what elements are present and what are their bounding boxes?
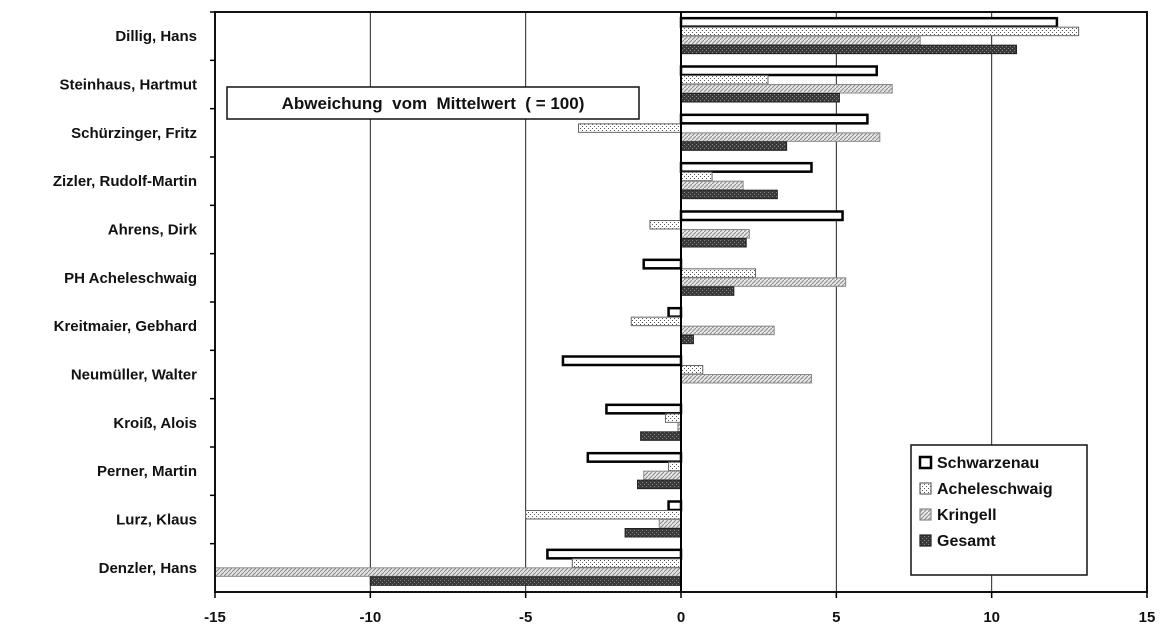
legend-swatch-acheleschwaig — [919, 482, 932, 495]
bar-schwarzenau-9 — [586, 451, 683, 463]
category-labels: Dillig, Hans Steinhaus, Hartmut Schürzinge… — [53, 28, 198, 577]
bar-gesamt-6 — [680, 334, 694, 345]
bar-kringell-10 — [658, 519, 682, 529]
legend-label-gesamt: Gesamt — [937, 533, 996, 550]
bar-kringell-1 — [680, 84, 893, 94]
x-tick-label-2: -5 — [519, 609, 532, 626]
legend-swatch-gesamt — [919, 534, 932, 547]
bar-schwarzenau-0 — [679, 16, 1059, 28]
annotation-text: Abweichung vom Mittelwert ( = 100) — [282, 94, 585, 113]
x-tick-label-6: 15 — [1139, 609, 1156, 626]
bar-gesamt-10 — [624, 528, 682, 538]
bar-gesamt-0 — [680, 44, 1018, 55]
x-tick-label-5: 10 — [983, 609, 1000, 626]
bar-acheleschwaig-2 — [577, 123, 682, 133]
bar-acheleschwaig-9 — [668, 461, 682, 472]
category-label-4: Ahrens, Dirk — [108, 222, 198, 239]
bar-schwarzenau-2 — [679, 113, 869, 125]
bar-schwarzenau-6 — [667, 306, 683, 318]
bar-kringell-9 — [643, 470, 682, 481]
bar-gesamt-4 — [680, 238, 747, 248]
category-label-11: Denzler, Hans — [99, 560, 197, 577]
category-label-6: Kreitmaier, Gebhard — [54, 318, 197, 335]
bar-schwarzenau-10 — [667, 500, 683, 512]
bar-schwarzenau-11 — [546, 548, 683, 560]
legend: Schwarzenau Acheleschwaig Kringell Gesamt — [910, 444, 1088, 576]
legend-swatch-kringell — [919, 508, 932, 521]
category-label-7: Neumüller, Walter — [71, 367, 197, 384]
bar-acheleschwaig-5 — [680, 268, 757, 278]
bar-kringell-3 — [680, 180, 744, 191]
bar-acheleschwaig-0 — [680, 26, 1080, 37]
category-label-1: Steinhaus, Hartmut — [59, 77, 197, 94]
bar-kringell-6 — [680, 325, 775, 336]
legend-label-schwarzenau: Schwarzenau — [937, 455, 1039, 472]
x-tick-label-4: 5 — [832, 609, 840, 626]
axes — [210, 11, 1148, 598]
bar-acheleschwaig-7 — [680, 365, 704, 375]
bar-schwarzenau-4 — [679, 210, 844, 222]
bar-gesamt-5 — [680, 286, 735, 296]
bar-acheleschwaig-3 — [680, 171, 713, 182]
legend-frame — [910, 444, 1088, 576]
legend-swatch-schwarzenau — [918, 455, 933, 470]
category-label-10: Lurz, Klaus — [116, 512, 197, 529]
bar-gesamt-8 — [640, 431, 682, 441]
bar-gesamt-1 — [680, 93, 840, 103]
x-tick-label-1: -10 — [359, 609, 381, 626]
bar-acheleschwaig-6 — [630, 316, 682, 327]
x-tick-label-3: 0 — [677, 609, 685, 626]
bar-schwarzenau-1 — [679, 65, 878, 77]
category-label-0: Dillig, Hans — [115, 28, 197, 45]
bar-acheleschwaig-11 — [571, 558, 682, 568]
bar-gesamt-3 — [680, 189, 778, 200]
x-tick-labels: -15 -10 -5 0 5 10 15 — [204, 609, 1155, 626]
bar-acheleschwaig-4 — [649, 220, 682, 230]
annotation-box: Abweichung vom Mittelwert ( = 100) — [226, 86, 640, 120]
category-label-8: Kroiß, Alois — [113, 415, 197, 432]
bar-gesamt-9 — [637, 479, 682, 490]
bar-kringell-2 — [680, 132, 881, 142]
category-label-2: Schürzinger, Fritz — [71, 125, 197, 142]
bar-gesamt-2 — [680, 141, 788, 151]
category-label-3: Zizler, Rudolf-Martin — [53, 173, 197, 190]
bar-gesamt-11 — [369, 576, 682, 586]
bar-schwarzenau-7 — [561, 355, 683, 367]
bar-kringell-11 — [214, 567, 682, 577]
bar-schwarzenau-5 — [642, 258, 683, 270]
bar-kringell-7 — [680, 374, 812, 384]
x-tick-label-0: -15 — [204, 609, 226, 626]
bar-acheleschwaig-1 — [680, 75, 769, 85]
bar-kringell-4 — [680, 229, 750, 239]
bar-schwarzenau-8 — [605, 403, 683, 415]
category-label-9: Perner, Martin — [97, 463, 197, 480]
bar-series — [214, 16, 1080, 586]
bar-schwarzenau-3 — [679, 161, 813, 173]
legend-label-kringell: Kringell — [937, 507, 997, 524]
annotation-frame — [226, 86, 640, 120]
bar-kringell-5 — [680, 277, 847, 287]
category-label-5: PH Acheleschwaig — [64, 270, 197, 287]
bar-acheleschwaig-8 — [664, 413, 682, 423]
bar-acheleschwaig-10 — [525, 510, 682, 520]
legend-label-acheleschwaig: Acheleschwaig — [937, 481, 1053, 498]
bar-kringell-0 — [680, 35, 921, 46]
